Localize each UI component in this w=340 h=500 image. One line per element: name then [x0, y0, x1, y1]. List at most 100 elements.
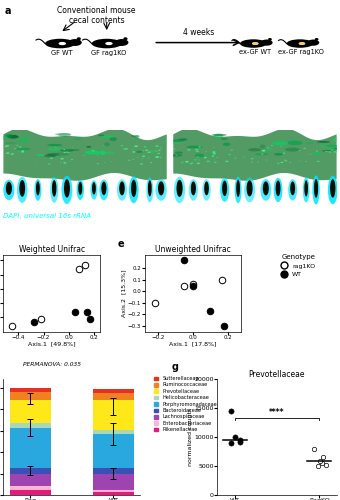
Ellipse shape [37, 154, 45, 156]
Ellipse shape [171, 139, 185, 142]
Circle shape [6, 152, 10, 154]
Ellipse shape [317, 141, 330, 143]
Ellipse shape [131, 180, 136, 197]
Circle shape [145, 150, 148, 151]
Circle shape [67, 152, 70, 154]
X-axis label: Axis.1  [17.8%]: Axis.1 [17.8%] [169, 342, 217, 346]
Ellipse shape [320, 145, 329, 148]
Point [82, 260, 88, 268]
Circle shape [271, 145, 273, 146]
Text: c: c [180, 192, 186, 202]
Circle shape [243, 156, 244, 158]
Text: GF rag1KO: GF rag1KO [90, 50, 126, 56]
Point [317, 458, 323, 466]
Ellipse shape [299, 42, 305, 45]
Ellipse shape [44, 154, 56, 158]
Circle shape [21, 151, 24, 152]
Ellipse shape [174, 177, 185, 203]
Circle shape [5, 155, 6, 156]
Point [190, 280, 196, 288]
Text: g: g [172, 362, 179, 372]
Ellipse shape [187, 146, 202, 148]
Circle shape [21, 150, 24, 152]
Circle shape [175, 154, 178, 156]
Circle shape [150, 162, 152, 163]
Ellipse shape [168, 154, 182, 157]
Ellipse shape [274, 178, 283, 202]
Ellipse shape [252, 42, 259, 45]
Ellipse shape [333, 138, 338, 141]
Circle shape [110, 161, 112, 162]
Ellipse shape [235, 176, 242, 203]
Point [220, 276, 225, 284]
Circle shape [262, 150, 266, 152]
Point [152, 299, 158, 307]
Circle shape [290, 162, 291, 163]
Ellipse shape [3, 180, 14, 200]
Ellipse shape [101, 182, 106, 195]
Circle shape [5, 146, 7, 147]
Ellipse shape [181, 138, 187, 141]
Ellipse shape [5, 134, 13, 138]
Circle shape [181, 162, 183, 163]
Ellipse shape [47, 153, 59, 156]
Ellipse shape [168, 142, 183, 144]
Circle shape [35, 163, 36, 164]
Circle shape [280, 146, 282, 147]
Point [232, 433, 237, 441]
Ellipse shape [78, 182, 82, 195]
Point [31, 318, 36, 326]
Ellipse shape [100, 150, 105, 155]
Ellipse shape [272, 142, 288, 146]
Ellipse shape [312, 152, 321, 155]
Circle shape [325, 151, 328, 152]
Ellipse shape [325, 145, 338, 147]
Ellipse shape [102, 152, 115, 154]
Point [182, 282, 187, 290]
Bar [93, 430, 134, 434]
Ellipse shape [206, 154, 217, 156]
Circle shape [18, 151, 19, 152]
Circle shape [305, 161, 307, 162]
Ellipse shape [158, 182, 164, 196]
Ellipse shape [64, 179, 70, 198]
Ellipse shape [304, 180, 308, 196]
Ellipse shape [131, 135, 139, 137]
Ellipse shape [306, 142, 314, 144]
Text: WT 4week: WT 4week [20, 198, 56, 204]
Circle shape [206, 160, 210, 162]
Ellipse shape [202, 179, 211, 201]
Circle shape [185, 161, 189, 162]
Circle shape [144, 146, 146, 148]
Bar [10, 468, 51, 473]
Ellipse shape [246, 180, 253, 196]
Circle shape [83, 155, 84, 156]
Ellipse shape [92, 39, 122, 48]
Ellipse shape [76, 180, 84, 200]
Circle shape [16, 145, 18, 146]
Bar [93, 468, 134, 473]
Circle shape [331, 150, 334, 151]
Ellipse shape [92, 182, 96, 194]
Point [320, 459, 325, 467]
Circle shape [124, 148, 128, 150]
Ellipse shape [177, 138, 188, 140]
Circle shape [63, 152, 66, 153]
Ellipse shape [155, 179, 167, 201]
Ellipse shape [189, 179, 198, 201]
Circle shape [299, 150, 300, 151]
Circle shape [50, 158, 53, 159]
Ellipse shape [288, 180, 297, 201]
Circle shape [11, 154, 13, 155]
Ellipse shape [260, 144, 265, 148]
Y-axis label: normalized counts: normalized counts [188, 408, 193, 466]
Circle shape [172, 148, 175, 150]
Ellipse shape [48, 148, 61, 151]
Title: Unweighted Unifrac: Unweighted Unifrac [155, 245, 231, 254]
Ellipse shape [248, 148, 261, 152]
Ellipse shape [0, 136, 11, 140]
Circle shape [97, 163, 99, 164]
Ellipse shape [50, 177, 58, 203]
Circle shape [195, 148, 199, 150]
Ellipse shape [220, 178, 229, 202]
